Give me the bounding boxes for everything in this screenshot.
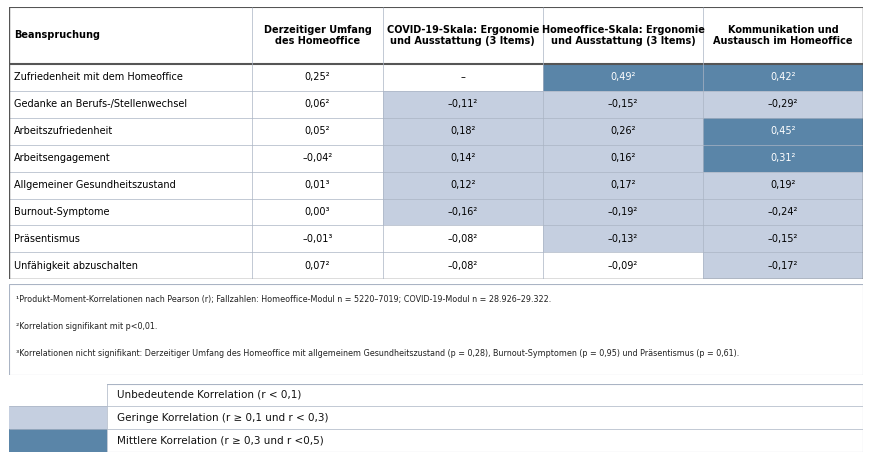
Text: –: – — [460, 73, 466, 83]
Bar — [9, 172, 252, 198]
Bar — [383, 91, 543, 118]
Text: 0,42²: 0,42² — [771, 73, 796, 83]
Bar — [252, 172, 383, 198]
Bar — [703, 252, 863, 279]
Bar — [383, 7, 543, 64]
Text: Präsentismus: Präsentismus — [14, 234, 79, 244]
Text: –0,01³: –0,01³ — [303, 234, 333, 244]
Text: Zufriedenheit mit dem Homeoffice: Zufriedenheit mit dem Homeoffice — [14, 73, 183, 83]
Text: –0,09²: –0,09² — [608, 261, 638, 271]
Text: –0,04²: –0,04² — [303, 153, 332, 163]
Text: Arbeitszufriedenheit: Arbeitszufriedenheit — [14, 126, 113, 136]
Bar — [703, 145, 863, 172]
Bar — [703, 226, 863, 252]
Text: 0,01³: 0,01³ — [305, 180, 330, 190]
Text: Allgemeiner Gesundheitszustand: Allgemeiner Gesundheitszustand — [14, 180, 175, 190]
Text: –0,15²: –0,15² — [608, 99, 638, 109]
Bar — [383, 198, 543, 225]
Text: 0,18²: 0,18² — [450, 126, 475, 136]
Bar — [543, 252, 703, 279]
Text: –0,24²: –0,24² — [768, 207, 799, 217]
Bar — [543, 7, 703, 64]
Bar — [703, 198, 863, 225]
Text: 0,17²: 0,17² — [610, 180, 636, 190]
Bar — [9, 198, 252, 225]
Bar — [703, 118, 863, 145]
Bar — [9, 384, 107, 406]
Text: Unbedeutende Korrelation (r < 0,1): Unbedeutende Korrelation (r < 0,1) — [117, 390, 302, 400]
Bar — [9, 252, 252, 279]
Bar — [9, 118, 252, 145]
Text: 0,49²: 0,49² — [610, 73, 636, 83]
Text: ²Korrelation signifikant mit p<0,01.: ²Korrelation signifikant mit p<0,01. — [16, 322, 157, 331]
Text: 0,31²: 0,31² — [771, 153, 796, 163]
Text: Kommunikation und
Austausch im Homeoffice: Kommunikation und Austausch im Homeoffic… — [713, 25, 853, 46]
Text: 0,05²: 0,05² — [305, 126, 330, 136]
Bar — [9, 226, 252, 252]
Text: Mittlere Korrelation (r ≥ 0,3 und r <0,5): Mittlere Korrelation (r ≥ 0,3 und r <0,5… — [117, 435, 324, 445]
Text: 0,25²: 0,25² — [304, 73, 330, 83]
Bar — [543, 118, 703, 145]
Bar — [543, 226, 703, 252]
Bar — [252, 145, 383, 172]
Bar — [9, 91, 252, 118]
Bar — [252, 198, 383, 225]
Text: –0,19²: –0,19² — [608, 207, 638, 217]
Text: 0,45²: 0,45² — [771, 126, 796, 136]
Bar — [703, 91, 863, 118]
Text: –0,29²: –0,29² — [768, 99, 799, 109]
Bar — [252, 252, 383, 279]
Text: Unfähigkeit abzuschalten: Unfähigkeit abzuschalten — [14, 261, 138, 271]
Bar — [383, 145, 543, 172]
Bar — [9, 64, 252, 91]
Text: COVID-19-Skala: Ergonomie
und Ausstattung (3 Items): COVID-19-Skala: Ergonomie und Ausstattun… — [386, 25, 539, 46]
Text: 0,19²: 0,19² — [771, 180, 796, 190]
Bar — [252, 64, 383, 91]
Bar — [252, 91, 383, 118]
Text: Geringe Korrelation (r ≥ 0,1 und r < 0,3): Geringe Korrelation (r ≥ 0,1 und r < 0,3… — [117, 413, 329, 423]
Text: 0,00³: 0,00³ — [305, 207, 330, 217]
Text: Arbeitsengagement: Arbeitsengagement — [14, 153, 111, 163]
Bar — [252, 226, 383, 252]
Bar — [543, 172, 703, 198]
Text: –0,11²: –0,11² — [447, 99, 478, 109]
Text: 0,06²: 0,06² — [305, 99, 330, 109]
Text: –0,16²: –0,16² — [447, 207, 478, 217]
Text: –0,08²: –0,08² — [447, 234, 478, 244]
Bar — [9, 145, 252, 172]
Bar — [9, 429, 107, 452]
Bar — [703, 7, 863, 64]
Text: –0,13²: –0,13² — [608, 234, 638, 244]
Text: Burnout-Symptome: Burnout-Symptome — [14, 207, 109, 217]
Bar — [252, 7, 383, 64]
Bar — [383, 64, 543, 91]
Text: 0,16²: 0,16² — [610, 153, 636, 163]
Text: –0,17²: –0,17² — [768, 261, 799, 271]
Bar — [9, 7, 252, 64]
Bar — [543, 198, 703, 225]
Bar — [543, 64, 703, 91]
Bar — [383, 226, 543, 252]
Text: 0,07²: 0,07² — [305, 261, 330, 271]
Bar — [703, 64, 863, 91]
Text: Homeoffice-Skala: Ergonomie
und Ausstattung (3 Items): Homeoffice-Skala: Ergonomie und Ausstatt… — [542, 25, 705, 46]
Text: ³Korrelationen nicht signifikant: Derzeitiger Umfang des Homeoffice mit allgemei: ³Korrelationen nicht signifikant: Derzei… — [16, 349, 739, 358]
Text: –0,08²: –0,08² — [447, 261, 478, 271]
Bar — [252, 118, 383, 145]
Text: 0,14²: 0,14² — [450, 153, 475, 163]
Text: ¹Produkt-Moment-Korrelationen nach Pearson (r); Fallzahlen: Homeoffice-Modul n =: ¹Produkt-Moment-Korrelationen nach Pears… — [16, 295, 551, 304]
Bar — [703, 172, 863, 198]
Text: –0,15²: –0,15² — [768, 234, 799, 244]
Text: Beanspruchung: Beanspruchung — [14, 30, 100, 40]
Text: 0,26²: 0,26² — [610, 126, 636, 136]
Bar — [543, 145, 703, 172]
Bar — [383, 172, 543, 198]
Text: Gedanke an Berufs-/Stellenwechsel: Gedanke an Berufs-/Stellenwechsel — [14, 99, 187, 109]
Bar — [9, 406, 107, 429]
Text: 0,12²: 0,12² — [450, 180, 475, 190]
Bar — [383, 252, 543, 279]
Bar — [383, 118, 543, 145]
Bar — [543, 91, 703, 118]
Text: Derzeitiger Umfang
des Homeoffice: Derzeitiger Umfang des Homeoffice — [263, 25, 371, 46]
